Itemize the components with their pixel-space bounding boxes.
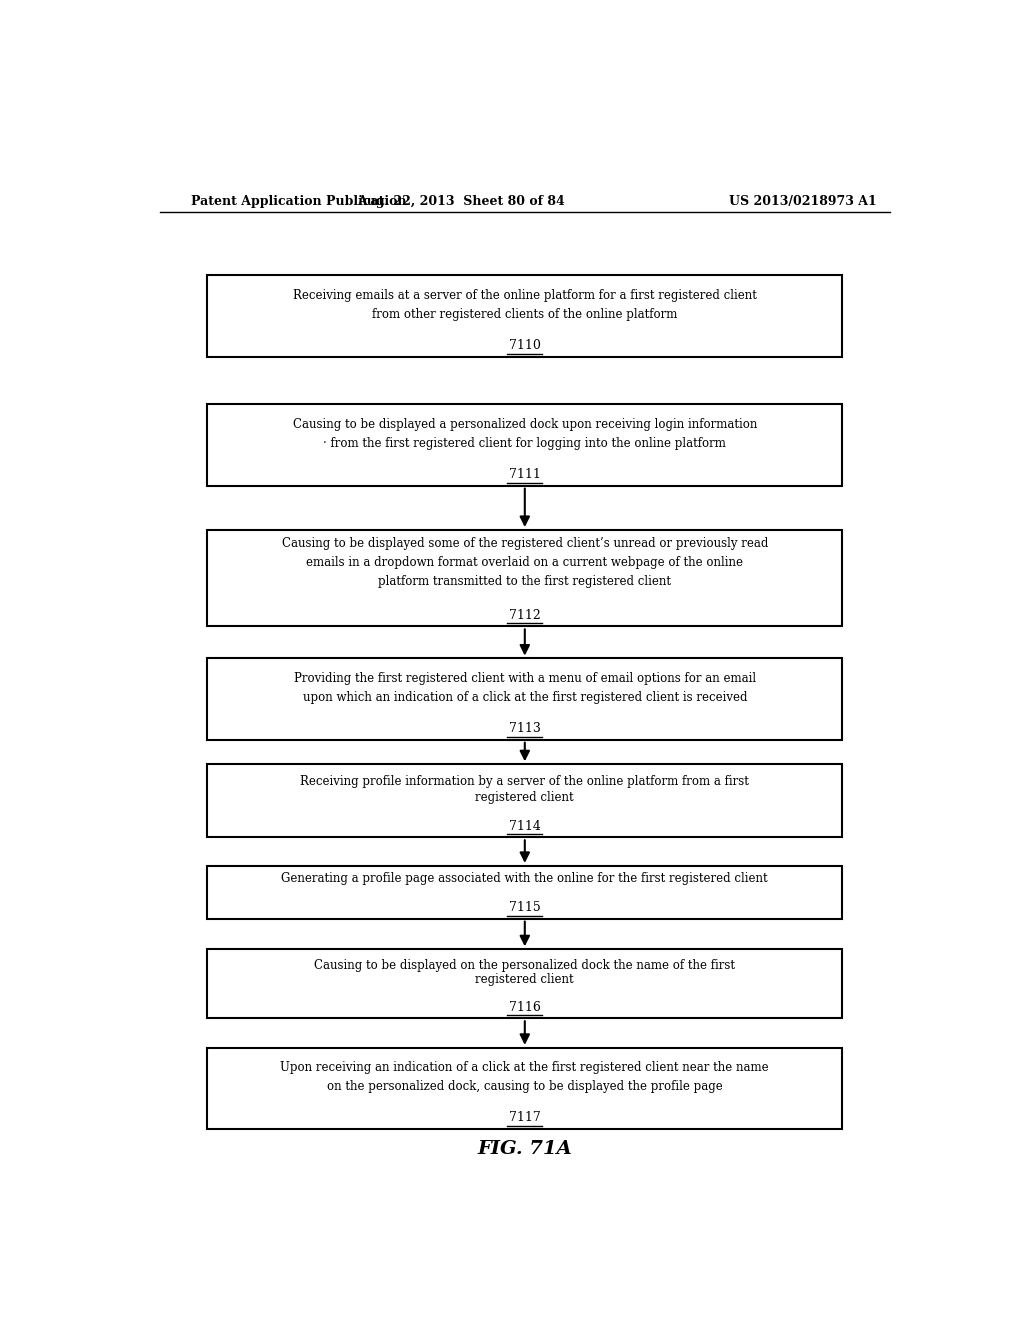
FancyBboxPatch shape — [207, 529, 842, 627]
Text: 7112: 7112 — [509, 609, 541, 622]
Text: 7113: 7113 — [509, 722, 541, 735]
Text: US 2013/0218973 A1: US 2013/0218973 A1 — [729, 194, 877, 207]
Text: emails in a dropdown format overlaid on a current webpage of the online: emails in a dropdown format overlaid on … — [306, 556, 743, 569]
Text: from other registered clients of the online platform: from other registered clients of the onl… — [372, 308, 678, 321]
Text: 7115: 7115 — [509, 902, 541, 913]
Text: Providing the first registered client with a menu of email options for an email: Providing the first registered client wi… — [294, 672, 756, 685]
Text: · from the first registered client for logging into the online platform: · from the first registered client for l… — [324, 437, 726, 450]
Text: 7116: 7116 — [509, 1001, 541, 1014]
Text: FIG. 71A: FIG. 71A — [477, 1140, 572, 1159]
Text: Receiving emails at a server of the online platform for a first registered clien: Receiving emails at a server of the onli… — [293, 289, 757, 301]
Text: Causing to be displayed a personalized dock upon receiving login information: Causing to be displayed a personalized d… — [293, 417, 757, 430]
Text: platform transmitted to the first registered client: platform transmitted to the first regist… — [378, 574, 672, 587]
Text: Receiving profile information by a server of the online platform from a first: Receiving profile information by a serve… — [300, 775, 750, 788]
Text: Aug. 22, 2013  Sheet 80 of 84: Aug. 22, 2013 Sheet 80 of 84 — [357, 194, 565, 207]
FancyBboxPatch shape — [207, 659, 842, 739]
Text: Patent Application Publication: Patent Application Publication — [191, 194, 407, 207]
Text: on the personalized dock, causing to be displayed the profile page: on the personalized dock, causing to be … — [327, 1080, 723, 1093]
Text: Generating a profile page associated with the online for the first registered cl: Generating a profile page associated wit… — [282, 873, 768, 884]
Text: registered client: registered client — [475, 973, 574, 986]
Text: Upon receiving an indication of a click at the first registered client near the : Upon receiving an indication of a click … — [281, 1061, 769, 1074]
FancyBboxPatch shape — [207, 404, 842, 486]
Text: 7110: 7110 — [509, 339, 541, 352]
FancyBboxPatch shape — [207, 1048, 842, 1129]
Text: Causing to be displayed some of the registered client’s unread or previously rea: Causing to be displayed some of the regi… — [282, 537, 768, 550]
FancyBboxPatch shape — [207, 276, 842, 356]
Text: registered client: registered client — [475, 791, 574, 804]
FancyBboxPatch shape — [207, 866, 842, 919]
FancyBboxPatch shape — [207, 949, 842, 1018]
FancyBboxPatch shape — [207, 764, 842, 837]
Text: 7111: 7111 — [509, 469, 541, 480]
Text: 7114: 7114 — [509, 820, 541, 833]
Text: upon which an indication of a click at the first registered client is received: upon which an indication of a click at t… — [302, 692, 748, 704]
Text: 7117: 7117 — [509, 1111, 541, 1125]
Text: Causing to be displayed on the personalized dock the name of the first: Causing to be displayed on the personali… — [314, 960, 735, 973]
